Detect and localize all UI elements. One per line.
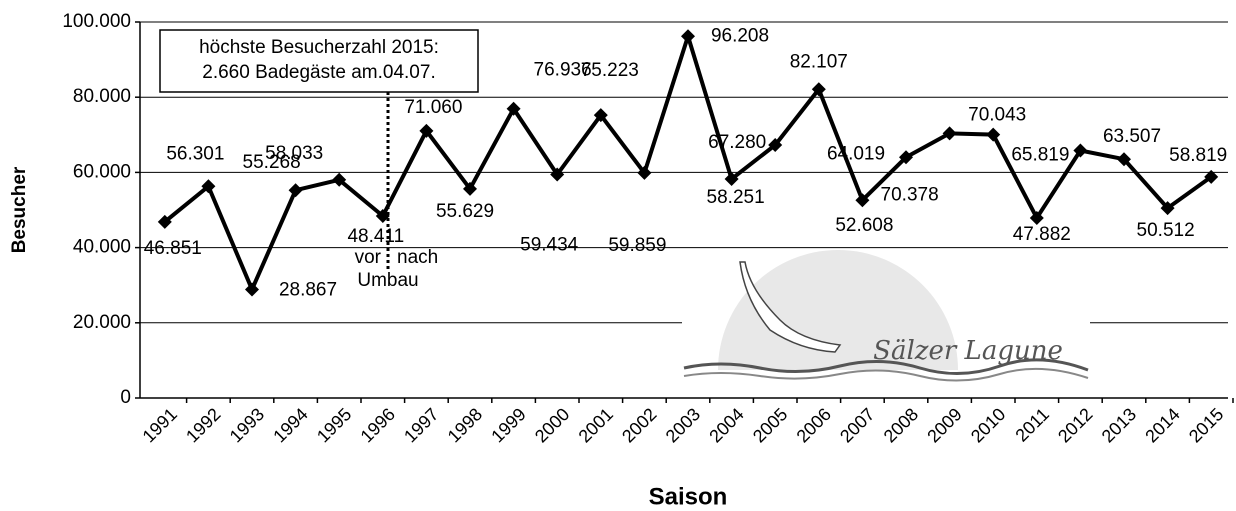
- x-tick-label: 2005: [749, 404, 791, 446]
- point: [201, 179, 216, 194]
- point: [986, 127, 1001, 142]
- value-label: 75.223: [581, 60, 639, 81]
- point: [811, 82, 826, 97]
- point: [157, 214, 172, 229]
- value-label: 58.033: [265, 143, 323, 164]
- x-tick-label: 1991: [139, 404, 181, 446]
- x-tick-label: 1996: [357, 404, 399, 446]
- x-tick-label: 2001: [575, 404, 617, 446]
- value-label: 96.208: [711, 25, 769, 46]
- value-label: 67.280: [708, 132, 766, 153]
- point: [506, 101, 521, 116]
- x-tick-label: 2007: [836, 404, 878, 446]
- point: [1204, 169, 1219, 184]
- value-label: 47.882: [1013, 224, 1071, 245]
- point: [245, 282, 259, 297]
- value-label: 70.378: [881, 184, 939, 205]
- x-tick-label: 1999: [487, 404, 529, 446]
- x-tick-label: 2003: [662, 404, 704, 446]
- value-label: 52.608: [835, 215, 893, 236]
- point: [593, 108, 608, 123]
- value-label: 59.859: [608, 235, 666, 256]
- y-tick-label: 40.000: [73, 237, 131, 258]
- point: [855, 193, 870, 208]
- value-label: 58.251: [707, 187, 765, 208]
- annotation-text: Umbau: [357, 270, 418, 291]
- point: [1117, 152, 1131, 167]
- x-tick-label: 1994: [269, 404, 311, 446]
- x-tick-label: 2015: [1185, 404, 1227, 446]
- value-label: 70.043: [968, 105, 1026, 126]
- logo-text: Sälzer Lagune: [873, 336, 1063, 366]
- y-tick-label: 0: [120, 387, 131, 408]
- annotation-text: nach: [397, 247, 438, 268]
- value-label: 46.851: [144, 238, 202, 259]
- y-tick-label: 100.000: [62, 11, 131, 32]
- point: [1073, 143, 1088, 158]
- y-tick-label: 60.000: [73, 161, 131, 182]
- logo-diver: [739, 261, 842, 353]
- value-label: 65.819: [1011, 145, 1069, 166]
- x-tick-label: 2011: [1011, 404, 1053, 446]
- value-label: 64.019: [827, 143, 885, 164]
- x-tick-label: 2014: [1141, 404, 1183, 446]
- y-axis-title: Besucher: [9, 166, 30, 253]
- logo-wave: [683, 358, 1089, 375]
- annotation-text: vor: [355, 247, 382, 268]
- value-label: 58.819: [1169, 145, 1227, 166]
- x-tick-label: 1998: [444, 404, 486, 446]
- x-tick-label: 2006: [793, 404, 835, 446]
- x-tick-label: 1997: [400, 404, 442, 446]
- point: [942, 126, 957, 141]
- value-label: 50.512: [1137, 220, 1195, 241]
- logo-wave: [683, 367, 1089, 382]
- point: [1160, 201, 1175, 216]
- x-tick-label: 2010: [967, 404, 1009, 446]
- x-tick-label: 1992: [182, 404, 224, 446]
- point: [724, 171, 739, 186]
- point: [332, 172, 347, 187]
- value-label: 48.411: [347, 226, 404, 247]
- annotation-text: höchste Besucherzahl 2015:: [199, 37, 439, 58]
- point: [681, 29, 695, 44]
- x-tick-label: 2009: [923, 404, 965, 446]
- x-tick-label: 2012: [1054, 404, 1096, 446]
- value-label: 28.867: [279, 279, 337, 300]
- value-label: 56.301: [166, 143, 224, 164]
- x-tick-label: 2008: [880, 404, 922, 446]
- logo: Sälzer Lagune: [682, 250, 1090, 390]
- point: [899, 150, 913, 165]
- value-label: 55.268: [243, 152, 301, 173]
- point: [463, 181, 477, 196]
- point: [637, 165, 652, 180]
- point: [1029, 210, 1044, 225]
- y-tick-label: 80.000: [73, 86, 131, 107]
- value-label: 63.507: [1103, 126, 1161, 147]
- x-tick-label: 1995: [313, 404, 355, 446]
- logo-sun: [718, 250, 958, 370]
- value-label: 55.629: [436, 201, 494, 222]
- value-label: 76.936: [534, 60, 592, 81]
- value-label: 71.060: [404, 97, 462, 118]
- x-axis-title: Saison: [649, 483, 728, 510]
- annotation-text: 2.660 Badegäste am.04.07.: [202, 62, 435, 83]
- value-label: 59.434: [520, 235, 579, 256]
- x-tick-label: 1993: [226, 404, 268, 446]
- point: [419, 123, 434, 138]
- x-tick-label: 2000: [531, 404, 573, 446]
- point: [375, 208, 390, 223]
- y-tick-label: 20.000: [73, 312, 131, 333]
- value-label: 82.107: [790, 51, 848, 72]
- point: [288, 183, 303, 198]
- x-tick-label: 2004: [705, 404, 747, 446]
- point: [550, 167, 565, 182]
- point: [768, 138, 783, 153]
- annotation-box: [159, 29, 479, 93]
- x-tick-label: 2002: [618, 404, 660, 446]
- x-tick-label: 2013: [1098, 404, 1140, 446]
